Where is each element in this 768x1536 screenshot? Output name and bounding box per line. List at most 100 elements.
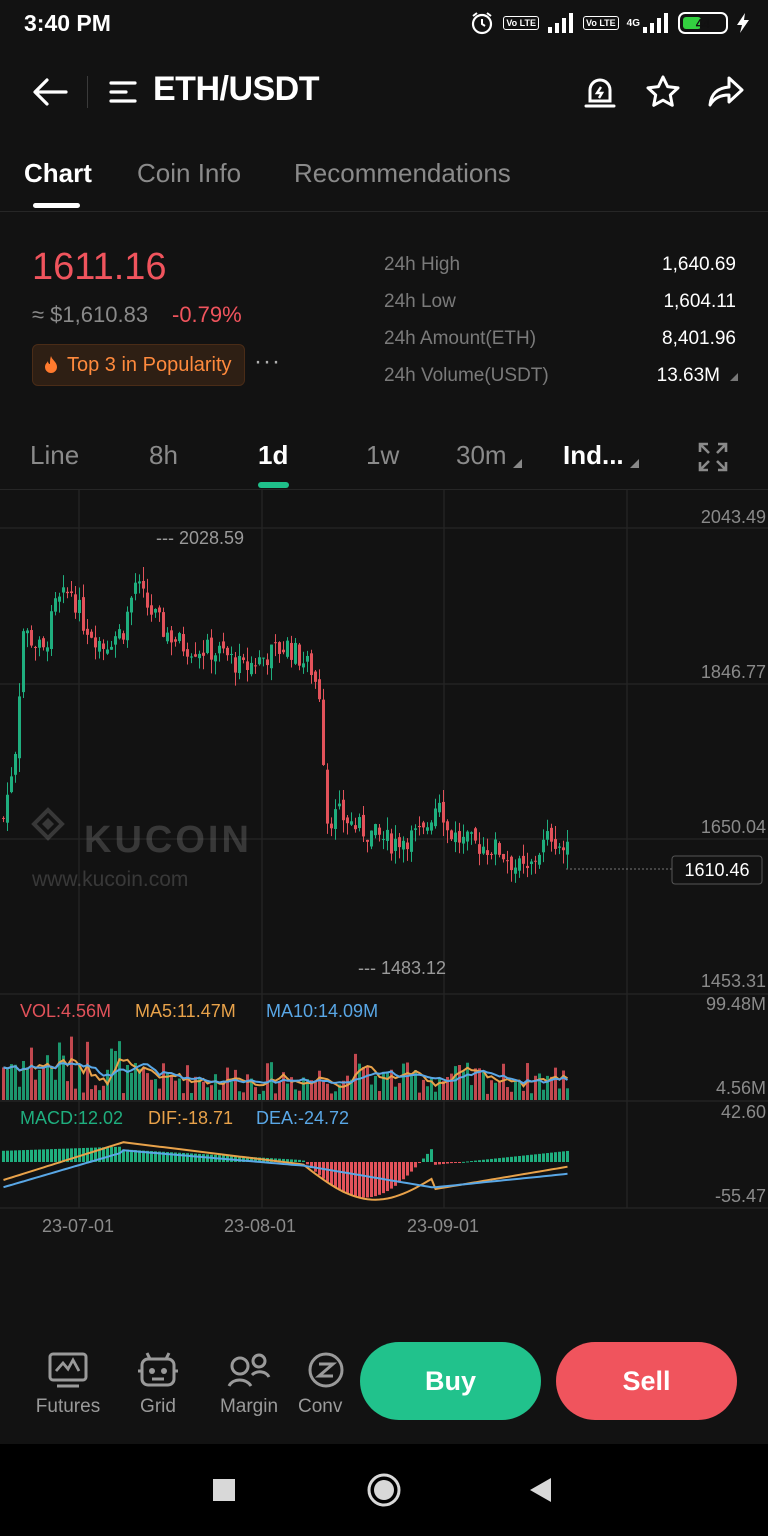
- interval-line[interactable]: Line: [30, 440, 80, 470]
- indicators-dropdown[interactable]: Ind...: [563, 440, 639, 471]
- futures-button[interactable]: Futures: [26, 1346, 110, 1418]
- volume-bar: [346, 1075, 349, 1100]
- macd-dea-label: DEA:-24.72: [256, 1108, 349, 1128]
- volume-bar: [246, 1074, 249, 1100]
- macd-histogram-bar: [42, 1149, 45, 1162]
- candle-body: [70, 591, 73, 594]
- back-icon[interactable]: [28, 72, 72, 112]
- watermark-url: www.kucoin.com: [31, 868, 188, 891]
- stat-value: 1,640.69: [662, 254, 736, 275]
- stat-label: 24h High: [384, 254, 461, 275]
- interval-8h[interactable]: 8h: [149, 440, 178, 470]
- price-alert-icon[interactable]: [580, 70, 620, 114]
- interval-bar: Line 8h 1d 1w 30m Ind...: [0, 428, 768, 490]
- volume-bar: [26, 1067, 29, 1100]
- convert-button[interactable]: Conv: [290, 1346, 352, 1418]
- sell-button[interactable]: Sell: [556, 1342, 737, 1420]
- macd-histogram-bar: [566, 1150, 569, 1162]
- recents-icon[interactable]: [208, 1474, 240, 1506]
- macd-histogram-bar: [166, 1152, 169, 1162]
- usd-price: ≈ $1,610.83: [32, 302, 149, 327]
- candlestick-chart[interactable]: KUCOIN www.kucoin.com 2043.49 1846.77 16…: [0, 490, 768, 1250]
- candle-body: [566, 841, 569, 855]
- interval-1d[interactable]: 1d: [258, 440, 289, 470]
- candle-body: [182, 634, 185, 652]
- candle-body: [46, 647, 49, 652]
- volume-bar: [238, 1091, 241, 1100]
- menu-icon[interactable]: [106, 74, 140, 110]
- candle-body: [154, 608, 157, 613]
- stat-label: 24h Low: [384, 291, 456, 312]
- dropdown-triangle-icon: [512, 459, 522, 468]
- volume-bar: [546, 1075, 549, 1100]
- volume-bar: [434, 1091, 437, 1100]
- pair-title[interactable]: ETH/USDT: [153, 70, 320, 108]
- volume-bar: [198, 1078, 201, 1100]
- macd-histogram-bar: [158, 1151, 161, 1162]
- volume-bar: [498, 1081, 501, 1100]
- macd-histogram-bar: [534, 1154, 537, 1162]
- candle-body: [22, 631, 25, 693]
- volume-bar: [518, 1080, 521, 1100]
- candle-body: [426, 827, 429, 831]
- toggle-triangle-icon[interactable]: [730, 373, 738, 381]
- popularity-text: Top 3 in Popularity: [67, 353, 232, 376]
- stat-row[interactable]: 24h Volume(USDT) 13.63M: [384, 361, 738, 398]
- volume-bar: [278, 1082, 281, 1100]
- network-type: 4G: [626, 17, 640, 29]
- grid-bot-button[interactable]: Grid: [116, 1346, 200, 1418]
- time-axis-label: 23-07-01: [42, 1216, 114, 1236]
- macd-histogram-bar: [462, 1161, 465, 1163]
- home-icon[interactable]: [364, 1470, 404, 1510]
- candle-body: [174, 639, 177, 642]
- macd-histogram-bar: [562, 1151, 565, 1162]
- macd-histogram-bar: [494, 1158, 497, 1162]
- macd-legend: MACD:12.02 DIF:-18.71 DEA:-24.72: [20, 1108, 349, 1128]
- favorite-star-icon[interactable]: [642, 70, 684, 114]
- candle-body: [310, 653, 313, 675]
- candle-body: [534, 860, 537, 862]
- candles-layer: [2, 566, 569, 883]
- interval-30m[interactable]: 30m: [456, 440, 522, 471]
- macd-histogram-bar: [442, 1162, 445, 1164]
- candle-body: [190, 656, 193, 658]
- popularity-badge[interactable]: Top 3 in Popularity: [32, 344, 245, 386]
- candle-body: [218, 645, 221, 654]
- macd-histogram-bar: [414, 1162, 417, 1168]
- tab-coin-info[interactable]: Coin Info: [137, 158, 242, 188]
- macd-histogram-bar: [174, 1152, 177, 1162]
- fullscreen-icon[interactable]: [694, 438, 732, 476]
- interval-30m-label: 30m: [456, 440, 507, 470]
- candle-body: [510, 856, 513, 871]
- candle-body: [38, 639, 41, 648]
- candle-body: [414, 828, 417, 830]
- macd-histogram-bar: [386, 1162, 389, 1192]
- macd-histogram-bar: [374, 1162, 377, 1197]
- more-icon[interactable]: ···: [254, 348, 281, 375]
- margin-button[interactable]: Margin: [207, 1346, 291, 1418]
- macd-histogram-bar: [398, 1162, 401, 1183]
- macd-histogram-bar: [2, 1150, 5, 1162]
- candle-body: [546, 831, 549, 840]
- tab-recommendations[interactable]: Recommendations: [294, 158, 511, 188]
- volume-bar: [206, 1087, 209, 1100]
- volume-bar: [70, 1036, 73, 1100]
- macd-histogram-bar: [446, 1162, 449, 1164]
- time-axis: 23-07-01 23-08-01 23-09-01: [42, 1216, 479, 1236]
- volume-bar: [158, 1088, 161, 1100]
- tab-chart[interactable]: Chart: [24, 158, 92, 188]
- share-icon[interactable]: [704, 70, 748, 114]
- price-axis-label: 1846.77: [701, 662, 766, 682]
- volume-bar: [170, 1074, 173, 1100]
- macd-histogram-bar: [146, 1150, 149, 1162]
- volume-bar: [186, 1065, 189, 1100]
- macd-histogram-bar: [382, 1162, 385, 1194]
- interval-1w[interactable]: 1w: [366, 440, 400, 470]
- macd-histogram-bar: [98, 1147, 101, 1162]
- buy-button[interactable]: Buy: [360, 1342, 541, 1420]
- macd-histogram-bar: [162, 1151, 165, 1162]
- back-nav-icon[interactable]: [524, 1472, 556, 1508]
- volume-bar: [474, 1068, 477, 1100]
- price-axis-label: 2043.49: [701, 507, 766, 527]
- volume-label: VOL:4.56M: [20, 1001, 111, 1021]
